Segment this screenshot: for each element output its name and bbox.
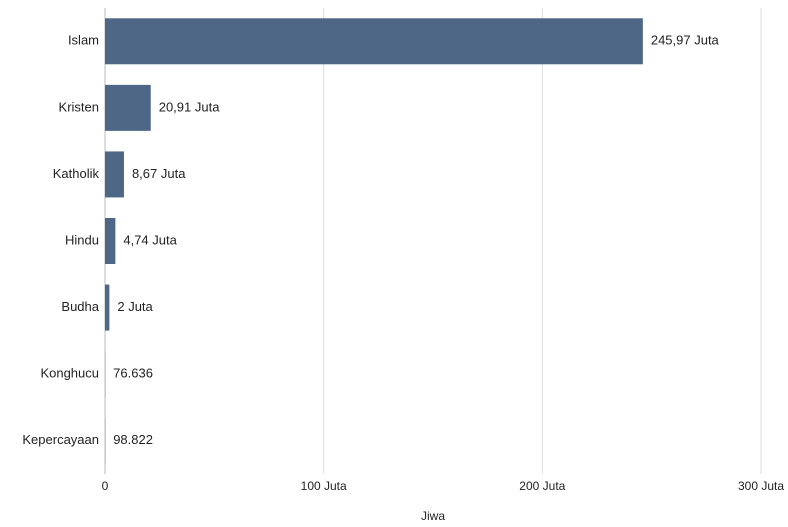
x-tick-label: 200 Juta — [519, 479, 565, 493]
x-tick-label: 0 — [102, 479, 109, 493]
bar — [105, 218, 116, 264]
y-tick-label: Hindu — [65, 232, 99, 247]
data-label: 2 Juta — [117, 299, 153, 314]
data-label: 245,97 Juta — [651, 33, 720, 48]
bar — [105, 284, 110, 331]
x-tick-label: 100 Juta — [301, 479, 347, 493]
bar — [105, 18, 643, 65]
data-label: 20,91 Juta — [159, 99, 220, 114]
bar — [105, 84, 151, 131]
y-tick-label: Budha — [61, 299, 99, 314]
y-tick-label: Katholik — [53, 166, 100, 181]
bar — [105, 151, 124, 198]
y-tick-label: Kristen — [59, 99, 99, 114]
data-label: 4,74 Juta — [123, 232, 177, 247]
y-tick-label: Konghucu — [40, 366, 99, 381]
data-label: 76.636 — [113, 366, 153, 381]
y-tick-label: Kepercayaan — [22, 432, 99, 447]
data-label: 8,67 Juta — [132, 166, 186, 181]
data-label: 98.822 — [113, 432, 153, 447]
x-tick-label: 300 Juta — [738, 479, 784, 493]
y-tick-label: Islam — [68, 33, 99, 48]
x-axis-label: Jiwa — [421, 509, 445, 523]
